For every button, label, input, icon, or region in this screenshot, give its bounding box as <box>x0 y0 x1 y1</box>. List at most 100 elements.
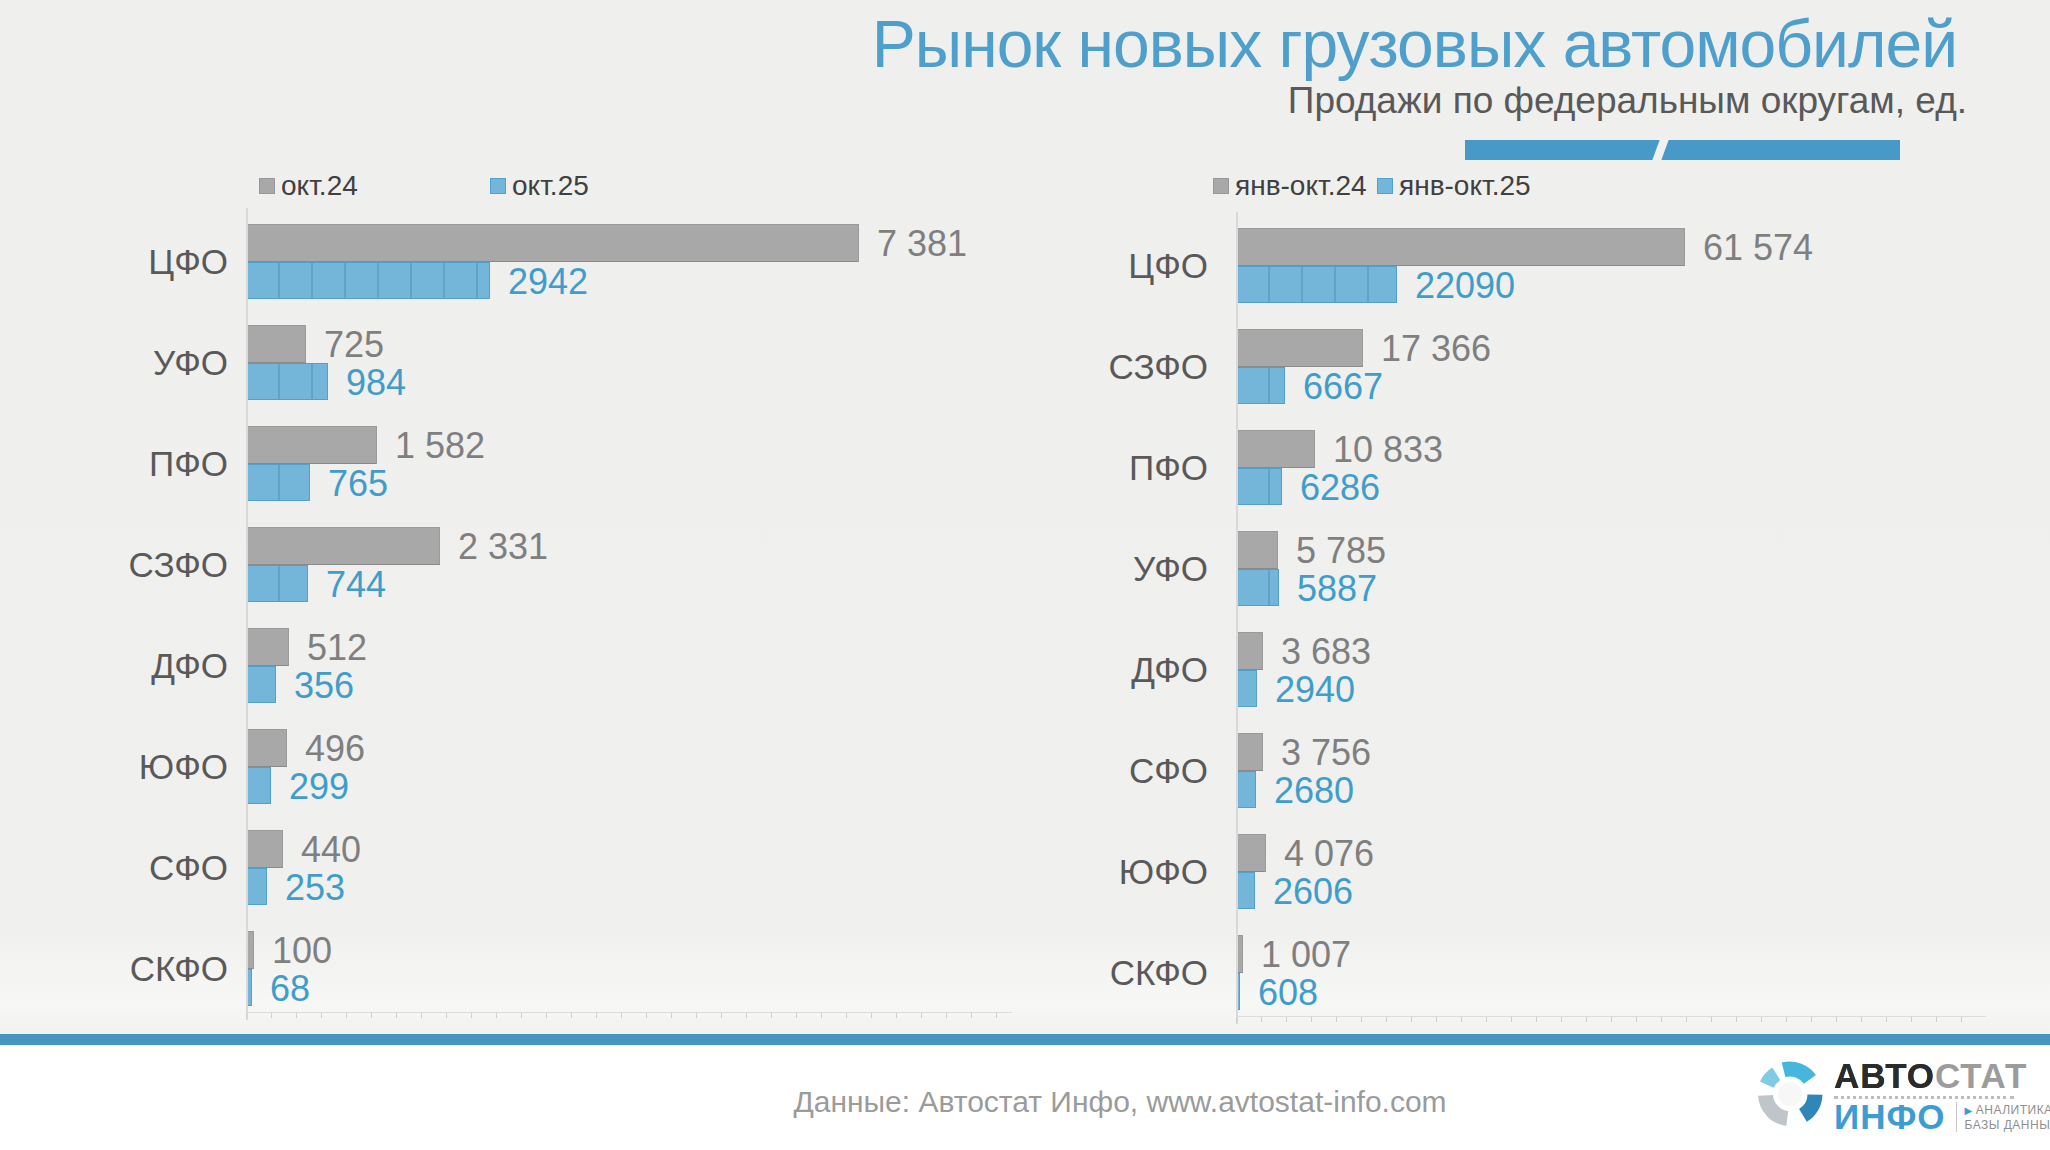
gray-bar <box>246 628 289 666</box>
blue-value-label: 6667 <box>1303 366 1383 408</box>
category-label: ПФО <box>58 444 228 484</box>
legend-swatch-blue-icon <box>1377 178 1393 194</box>
logo-tagline: ▶АНАЛИТИКА БАЗЫ ДАННЫХ <box>1965 1103 2050 1132</box>
gray-bar <box>246 729 287 767</box>
blue-value-label: 984 <box>346 362 406 404</box>
blue-value-label: 744 <box>326 564 386 606</box>
gray-value-label: 2 331 <box>458 526 548 568</box>
gray-value-label: 7 381 <box>877 223 967 265</box>
gray-value-label: 496 <box>305 728 365 770</box>
legend-item-janokt24: янв-окт.24 <box>1213 176 1367 196</box>
bar-row: ДФО3 6832940 <box>1236 619 2036 720</box>
blue-bar <box>246 262 490 299</box>
blue-value-label: 6286 <box>1300 467 1380 509</box>
blue-value-label: 253 <box>285 867 345 909</box>
gray-value-label: 3 683 <box>1281 631 1371 673</box>
blue-bar <box>1236 367 1285 404</box>
gray-value-label: 1 007 <box>1261 934 1351 976</box>
gray-bar <box>1236 632 1263 670</box>
logo-info: ИНФО <box>1834 1100 1946 1134</box>
gray-bar <box>1236 228 1685 266</box>
gray-bar <box>246 830 283 868</box>
x-axis-ticks <box>246 1012 1012 1018</box>
blue-bar <box>1236 266 1397 303</box>
legend-label: окт.24 <box>281 176 358 196</box>
legend-label: янв-окт.25 <box>1399 176 1531 196</box>
blue-bar <box>1236 468 1282 505</box>
gray-value-label: 512 <box>307 627 367 669</box>
gray-bar <box>1236 834 1266 872</box>
category-label: ДФО <box>58 646 228 686</box>
bar-row: ДФО512356 <box>246 615 1046 716</box>
gray-bar <box>246 527 440 565</box>
blue-bar <box>1236 771 1256 808</box>
blue-bar <box>1236 872 1255 909</box>
blue-bar <box>1236 670 1257 707</box>
category-label: СФО <box>58 848 228 888</box>
category-label: СЗФО <box>58 545 228 585</box>
gray-value-label: 10 833 <box>1333 429 1443 471</box>
blue-value-label: 356 <box>294 665 354 707</box>
logo-vertical-separator <box>1956 1102 1957 1132</box>
decorative-blue-bar <box>1465 140 1900 160</box>
category-label: СЗФО <box>1038 347 1208 387</box>
blue-value-label: 68 <box>270 968 310 1010</box>
bar-row: ЦФО7 3812942 <box>246 211 1046 312</box>
bar-row: СФО3 7562680 <box>1236 720 2036 821</box>
category-label: ДФО <box>1038 650 1208 690</box>
category-label: ЮФО <box>1038 852 1208 892</box>
category-label: ЦФО <box>58 242 228 282</box>
category-label: СКФО <box>58 949 228 989</box>
page-subtitle: Продажи по федеральным округам, ед. <box>1288 80 1967 122</box>
avtostat-info-logo: АВТОСТАТ ИНФО ▶АНАЛИТИКА БАЗЫ ДАННЫХ <box>1756 1058 2026 1138</box>
category-label: СКФО <box>1038 953 1208 993</box>
category-label: ПФО <box>1038 448 1208 488</box>
gray-value-label: 440 <box>301 829 361 871</box>
play-arrow-icon: ▶ <box>1965 1105 1973 1116</box>
bar-row: ПФО10 8336286 <box>1236 417 2036 518</box>
blue-bar <box>246 565 308 602</box>
slide-background: Рынок новых грузовых автомобилей Продажи… <box>0 0 2050 1034</box>
bar-row: УФО5 7855887 <box>1236 518 2036 619</box>
category-label: ЦФО <box>1038 246 1208 286</box>
bar-row: ЮФО496299 <box>246 716 1046 817</box>
bar-row: СЗФО17 3666667 <box>1236 316 2036 417</box>
blue-bar <box>246 464 310 501</box>
gray-value-label: 100 <box>272 930 332 972</box>
blue-value-label: 2606 <box>1273 871 1353 913</box>
x-axis-ticks <box>1236 1016 1986 1022</box>
gray-bar <box>1236 733 1263 771</box>
bar-row: СФО440253 <box>246 817 1046 918</box>
category-label: УФО <box>58 343 228 383</box>
gray-bar <box>1236 531 1278 569</box>
deco-slash-icon <box>1652 138 1670 162</box>
gray-value-label: 5 785 <box>1296 530 1386 572</box>
category-label: СФО <box>1038 751 1208 791</box>
gray-bar <box>246 325 306 363</box>
bar-row: СЗФО2 331744 <box>246 514 1046 615</box>
legend-item-okt25: окт.25 <box>490 176 589 196</box>
bar-row: УФО725984 <box>246 312 1046 413</box>
y-axis-line <box>1236 212 1238 1024</box>
blue-bar <box>246 363 328 400</box>
blue-value-label: 608 <box>1258 972 1318 1014</box>
blue-value-label: 299 <box>289 766 349 808</box>
blue-value-label: 2940 <box>1275 669 1355 711</box>
tagline-line2: БАЗЫ ДАННЫХ <box>1965 1118 2050 1132</box>
blue-value-label: 5887 <box>1297 568 1377 610</box>
y-axis-line <box>246 208 248 1020</box>
legend-label: окт.25 <box>512 176 589 196</box>
legend-swatch-gray-icon <box>259 178 275 194</box>
bar-row: ЮФО4 0762606 <box>1236 821 2036 922</box>
bar-row: СКФО1 007608 <box>1236 922 2036 1023</box>
bottom-divider-bar <box>0 1034 2050 1045</box>
legend-item-janokt25: янв-окт.25 <box>1377 176 1531 196</box>
gray-value-label: 4 076 <box>1284 833 1374 875</box>
legend-swatch-gray-icon <box>1213 178 1229 194</box>
blue-bar <box>246 868 267 905</box>
category-label: ЮФО <box>58 747 228 787</box>
page-title: Рынок новых грузовых автомобилей <box>872 6 1957 82</box>
bar-row: ЦФО61 57422090 <box>1236 215 2036 316</box>
bar-row: СКФО10068 <box>246 918 1046 1019</box>
blue-bar <box>1236 569 1279 606</box>
